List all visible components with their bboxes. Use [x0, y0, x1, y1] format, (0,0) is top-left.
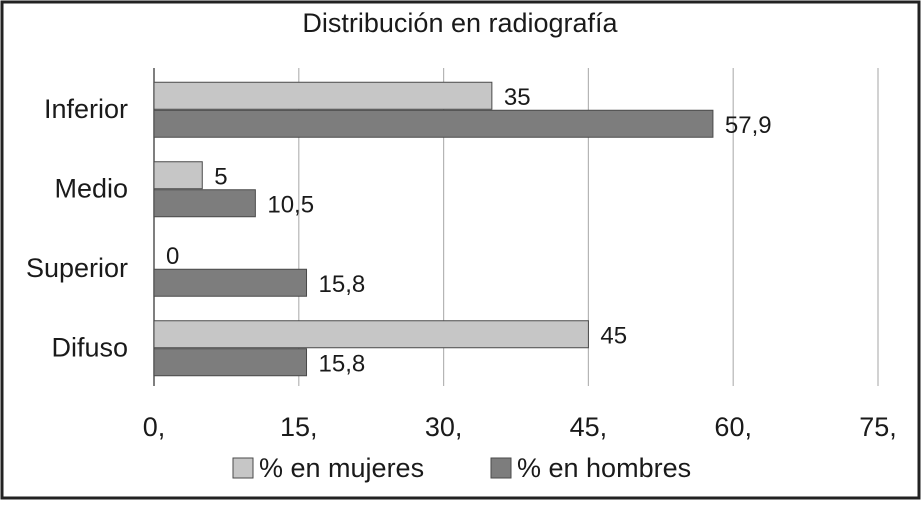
bar — [153, 348, 308, 377]
bar — [153, 161, 203, 190]
legend: % en mujeres % en hombres — [232, 453, 691, 483]
x-tick-label: 30, — [425, 412, 463, 442]
chart-title: Distribución en radiografía — [302, 8, 618, 38]
data-label: 57,9 — [725, 112, 772, 139]
bar — [153, 268, 308, 297]
data-label: 5 — [214, 163, 227, 190]
bar — [153, 189, 256, 218]
data-label: 15,8 — [319, 271, 366, 298]
category-labels: Inferior Medio Superior Difuso — [26, 94, 128, 363]
legend-label: % en hombres — [517, 453, 691, 483]
data-label: 35 — [504, 84, 531, 111]
category-label: Medio — [54, 173, 128, 203]
data-label: 15,8 — [319, 350, 366, 377]
x-tick-label: 75, — [859, 412, 897, 442]
x-tick-label: 45, — [570, 412, 608, 442]
data-label: 0 — [166, 243, 179, 270]
data-labels: 35 57,9 5 10,5 0 15,8 45 15,8 — [166, 84, 772, 378]
data-label: 10,5 — [267, 191, 314, 218]
x-tick-label: 60, — [714, 412, 752, 442]
data-label: 45 — [600, 322, 627, 349]
x-tick-label: 0, — [143, 412, 166, 442]
legend-swatch — [232, 457, 254, 479]
category-label: Inferior — [44, 94, 128, 124]
legend-label: % en mujeres — [259, 453, 424, 483]
bar — [153, 81, 493, 110]
bars — [153, 81, 714, 377]
x-tick-label: 15, — [280, 412, 318, 442]
category-label: Difuso — [51, 332, 128, 362]
category-label: Superior — [26, 253, 128, 283]
bar — [153, 320, 589, 349]
legend-swatch — [490, 457, 512, 479]
bar — [153, 109, 714, 138]
x-tick-labels: 0, 15, 30, 45, 60, 75, — [143, 412, 897, 442]
